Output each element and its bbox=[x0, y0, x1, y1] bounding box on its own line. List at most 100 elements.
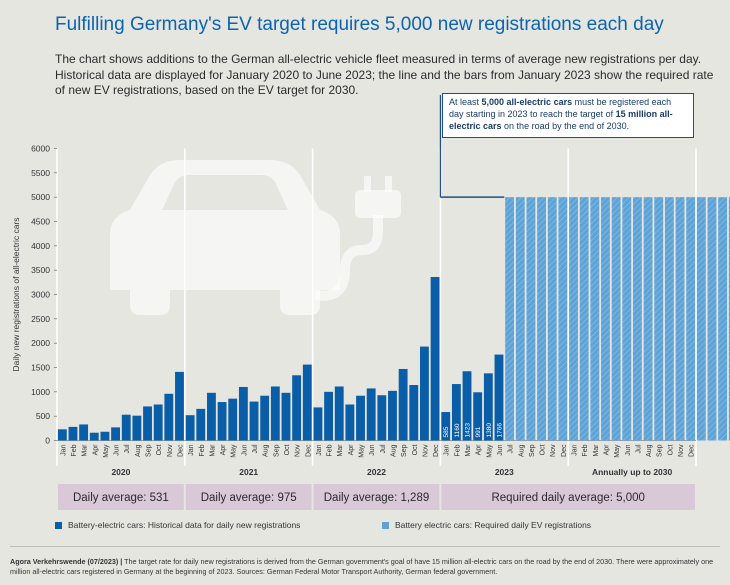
x-tick-label: Feb bbox=[454, 444, 461, 456]
x-tick-label: Oct bbox=[156, 444, 163, 455]
x-tick-label: Apr bbox=[603, 444, 610, 456]
bar-required bbox=[728, 197, 730, 441]
bar-required bbox=[696, 197, 706, 441]
x-tick-label: Jul bbox=[508, 444, 515, 453]
bar-historical bbox=[292, 375, 302, 441]
x-tick-label: Aug bbox=[135, 444, 142, 457]
bar-historical bbox=[441, 412, 451, 441]
bar-historical bbox=[377, 395, 387, 441]
x-tick-label: Aug bbox=[646, 444, 653, 457]
bar-historical bbox=[132, 415, 142, 441]
daily-average-label: Required daily average: 5,000 bbox=[491, 492, 644, 504]
bar-historical bbox=[57, 429, 67, 441]
x-tick-label: Mar bbox=[337, 444, 344, 457]
x-tick-label: Aug bbox=[518, 444, 525, 457]
x-tick-label: Sep bbox=[401, 444, 408, 457]
x-tick-label: Nov bbox=[550, 444, 557, 457]
bar-historical bbox=[462, 371, 472, 441]
bar-required bbox=[601, 197, 610, 441]
legend-required-swatch bbox=[382, 522, 389, 530]
x-tick-label: Oct bbox=[412, 444, 419, 455]
bar-historical bbox=[68, 426, 78, 441]
legend-historical-swatch bbox=[55, 522, 62, 530]
legend-historical-label: Battery-electric cars: Historical data f… bbox=[68, 520, 301, 530]
bar-required bbox=[558, 197, 568, 441]
plug-icon bbox=[355, 190, 401, 218]
x-tick-label: May bbox=[359, 444, 366, 458]
y-tick-label: 0 bbox=[45, 436, 50, 446]
plug-cable-icon bbox=[314, 215, 383, 301]
bar-historical bbox=[164, 393, 174, 441]
x-tick-label: May bbox=[614, 444, 621, 458]
bar-historical bbox=[366, 388, 376, 441]
bar-historical bbox=[345, 404, 355, 441]
bar-required bbox=[515, 197, 525, 441]
bar-required bbox=[643, 197, 653, 441]
callout-bold-1: 5,000 all-electric cars bbox=[481, 97, 573, 107]
callout-text-2: must be registered each day starting in … bbox=[449, 97, 672, 119]
x-tick-label: Apr bbox=[348, 444, 355, 456]
x-tick-label: Oct bbox=[667, 444, 674, 455]
bar-historical bbox=[281, 392, 291, 441]
x-tick-label: Apr bbox=[92, 444, 99, 456]
year-group-label: Annually up to 2030 bbox=[592, 467, 673, 477]
bar-required bbox=[664, 197, 674, 441]
bar-historical bbox=[217, 402, 227, 441]
x-tick-label: Oct bbox=[284, 444, 291, 455]
daily-average-band bbox=[58, 484, 184, 510]
year-group-label: 2022 bbox=[367, 467, 386, 477]
bar-data-label: 1423 bbox=[465, 423, 472, 438]
bar-required bbox=[569, 197, 578, 441]
x-tick-label: Dec bbox=[433, 444, 440, 457]
bar-historical bbox=[388, 390, 397, 441]
daily-average-band bbox=[313, 484, 440, 510]
bar-required bbox=[622, 197, 632, 441]
x-tick-label: Jan bbox=[188, 444, 195, 455]
bar-historical bbox=[121, 414, 131, 441]
x-tick-label: Nov bbox=[167, 444, 174, 457]
bar-data-label: 991 bbox=[475, 426, 482, 437]
x-tick-label: May bbox=[103, 444, 110, 458]
bar-required bbox=[547, 197, 557, 441]
chart-intro: The chart shows additions to the German … bbox=[55, 52, 714, 97]
bar-data-label: 1766 bbox=[496, 423, 503, 438]
callout-text-1: At least bbox=[449, 97, 482, 107]
x-tick-label: Aug bbox=[263, 444, 270, 457]
bar-data-label: 1380 bbox=[486, 423, 493, 438]
bar-required bbox=[707, 197, 717, 441]
footer-note: Agora Verkehrswende (07/2023) | The targ… bbox=[10, 557, 720, 576]
bar-historical bbox=[207, 392, 216, 441]
legend-required: Battery electric cars: Required daily EV… bbox=[382, 520, 591, 530]
bar-historical bbox=[153, 404, 163, 441]
car-silhouette-icon bbox=[110, 160, 340, 315]
y-tick-label: 4500 bbox=[31, 217, 50, 227]
x-tick-label: Dec bbox=[305, 444, 312, 457]
x-tick-label: Jun bbox=[497, 444, 504, 455]
x-tick-label: Feb bbox=[199, 444, 206, 456]
x-tick-label: Sep bbox=[273, 444, 280, 457]
bar-required bbox=[633, 197, 642, 441]
bar-historical bbox=[334, 386, 344, 441]
y-tick-label: 1500 bbox=[31, 363, 50, 373]
x-tick-label: May bbox=[486, 444, 493, 458]
bar-historical bbox=[249, 401, 259, 441]
y-tick-label: 2500 bbox=[31, 314, 50, 324]
x-tick-label: Jul bbox=[635, 444, 642, 453]
x-tick-label: Jan bbox=[60, 444, 67, 455]
bar-historical bbox=[483, 373, 493, 441]
callout-bold-2: 15 million all-electric cars bbox=[449, 109, 673, 131]
x-tick-label: Dec bbox=[561, 444, 568, 457]
target-callout: At least 5,000 all-electric cars must be… bbox=[442, 93, 694, 138]
x-tick-label: Mar bbox=[465, 444, 472, 457]
x-tick-label: Jan bbox=[572, 444, 579, 455]
bar-required bbox=[526, 197, 536, 441]
x-tick-label: Sep bbox=[529, 444, 536, 457]
y-tick-label: 5500 bbox=[31, 168, 50, 178]
bar-historical bbox=[111, 427, 120, 441]
footer-text: The target rate for daily new registrati… bbox=[10, 557, 714, 576]
y-tick-label: 3500 bbox=[31, 265, 50, 275]
x-tick-label: Mar bbox=[82, 444, 89, 457]
daily-average-band bbox=[441, 484, 695, 510]
x-tick-label: Jun bbox=[114, 444, 121, 455]
